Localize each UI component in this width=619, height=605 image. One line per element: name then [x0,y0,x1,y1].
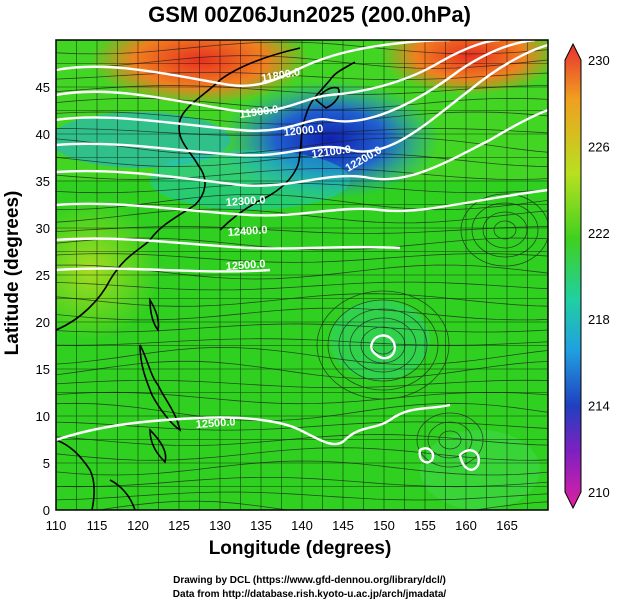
y-tick-label: 25 [36,268,50,283]
vortex-streamline [327,299,439,391]
streamline [56,379,548,389]
wind-streamlines [56,41,548,510]
x-axis-label: Longitude (degrees) [208,538,392,559]
vortex-streamline [360,326,406,364]
contour-label: 12500.0 [195,416,236,431]
contour-label: 12500.0 [225,258,266,273]
streamline [56,281,548,291]
x-tick-label: 115 [87,518,108,533]
y-tick-label: 30 [36,221,50,236]
y-tick-label: 10 [36,409,50,424]
streamline [56,253,548,263]
x-tick-label: 150 [373,518,395,533]
y-tick-label: 35 [36,174,50,189]
y-tick-label: 0 [43,503,50,518]
credit-data: Data from http://database.rish.kyoto-u.a… [172,589,447,600]
y-axis-label: Latitude (degrees) [2,190,23,356]
vortex-streamline [427,421,473,459]
y-tick-label: 45 [36,80,50,95]
streamline [56,402,548,422]
streamline [56,323,548,333]
vortex-streamline [338,308,428,382]
streamline [56,71,548,81]
map-title: GSM 00Z06Jun2025 (200.0hPa) [148,2,471,27]
streamline [56,55,548,69]
x-tick-label: 140 [291,518,313,533]
streamline [56,338,548,346]
y-tick-label: 15 [36,362,50,377]
streamline [56,491,548,501]
colorbar-label: 210 [588,485,610,500]
x-tick-label: 165 [496,518,518,533]
vortex-streamline [349,317,417,373]
streamline [56,460,548,476]
y-tick-labels: 0 5 10 15 20 25 30 35 40 45 [36,80,50,518]
x-tick-label: 120 [127,518,149,533]
vortex-streamline [460,193,548,267]
x-tick-label: 155 [414,518,436,533]
streamline [56,346,548,366]
vortex-streamline [438,430,462,450]
colorbar-label: 230 [588,53,610,68]
x-tick-label: 130 [209,518,231,533]
streamline [56,307,548,321]
height-contours [56,40,548,471]
streamline [95,500,548,510]
vortex-streamline [416,412,484,468]
contour-label: 12400.0 [227,224,268,239]
contour-label: 12300.0 [225,194,266,209]
x-tick-label: 125 [168,518,190,533]
vortex-streamline [482,211,528,249]
streamline [56,447,548,461]
y-tick-label: 5 [43,456,50,471]
colorbar-label: 222 [588,226,610,241]
x-tick-label: 110 [46,518,67,533]
streamline [56,128,548,136]
x-tick-labels: 110 115 120 125 130 135 140 145 150 155 160 165 [46,518,518,533]
plot-frame [55,39,549,511]
colorbar-label: 226 [588,139,610,154]
contour-label: 12100.0 [311,144,352,161]
x-tick-label: 135 [250,518,272,533]
streamline [56,360,548,380]
x-tick-label: 160 [455,518,477,533]
colorbar-labels: 230 226 222 218 214 210 [588,53,610,500]
y-tick-label: 20 [36,315,50,330]
colorbar: 230 226 222 218 214 210 [564,42,610,510]
colorbar-body [564,42,582,510]
streamline [56,97,548,111]
y-tick-label: 40 [36,127,50,142]
colorbar-label: 218 [588,312,610,327]
vortex-streamline [471,202,539,258]
credit-drawing: Drawing by DCL (https://www.gfd-dennou.o… [173,575,446,586]
streamline [56,137,548,155]
streamline [56,41,548,55]
lat-lon-grid [56,40,548,510]
contour-label: 11900.0 [239,104,279,121]
vortex-streamline [316,290,450,400]
x-tick-label: 145 [332,518,354,533]
colorbar-label: 214 [588,399,610,414]
contour-label: 12000.0 [283,123,324,139]
streamline [56,293,548,307]
vortex-streamline [493,220,517,240]
